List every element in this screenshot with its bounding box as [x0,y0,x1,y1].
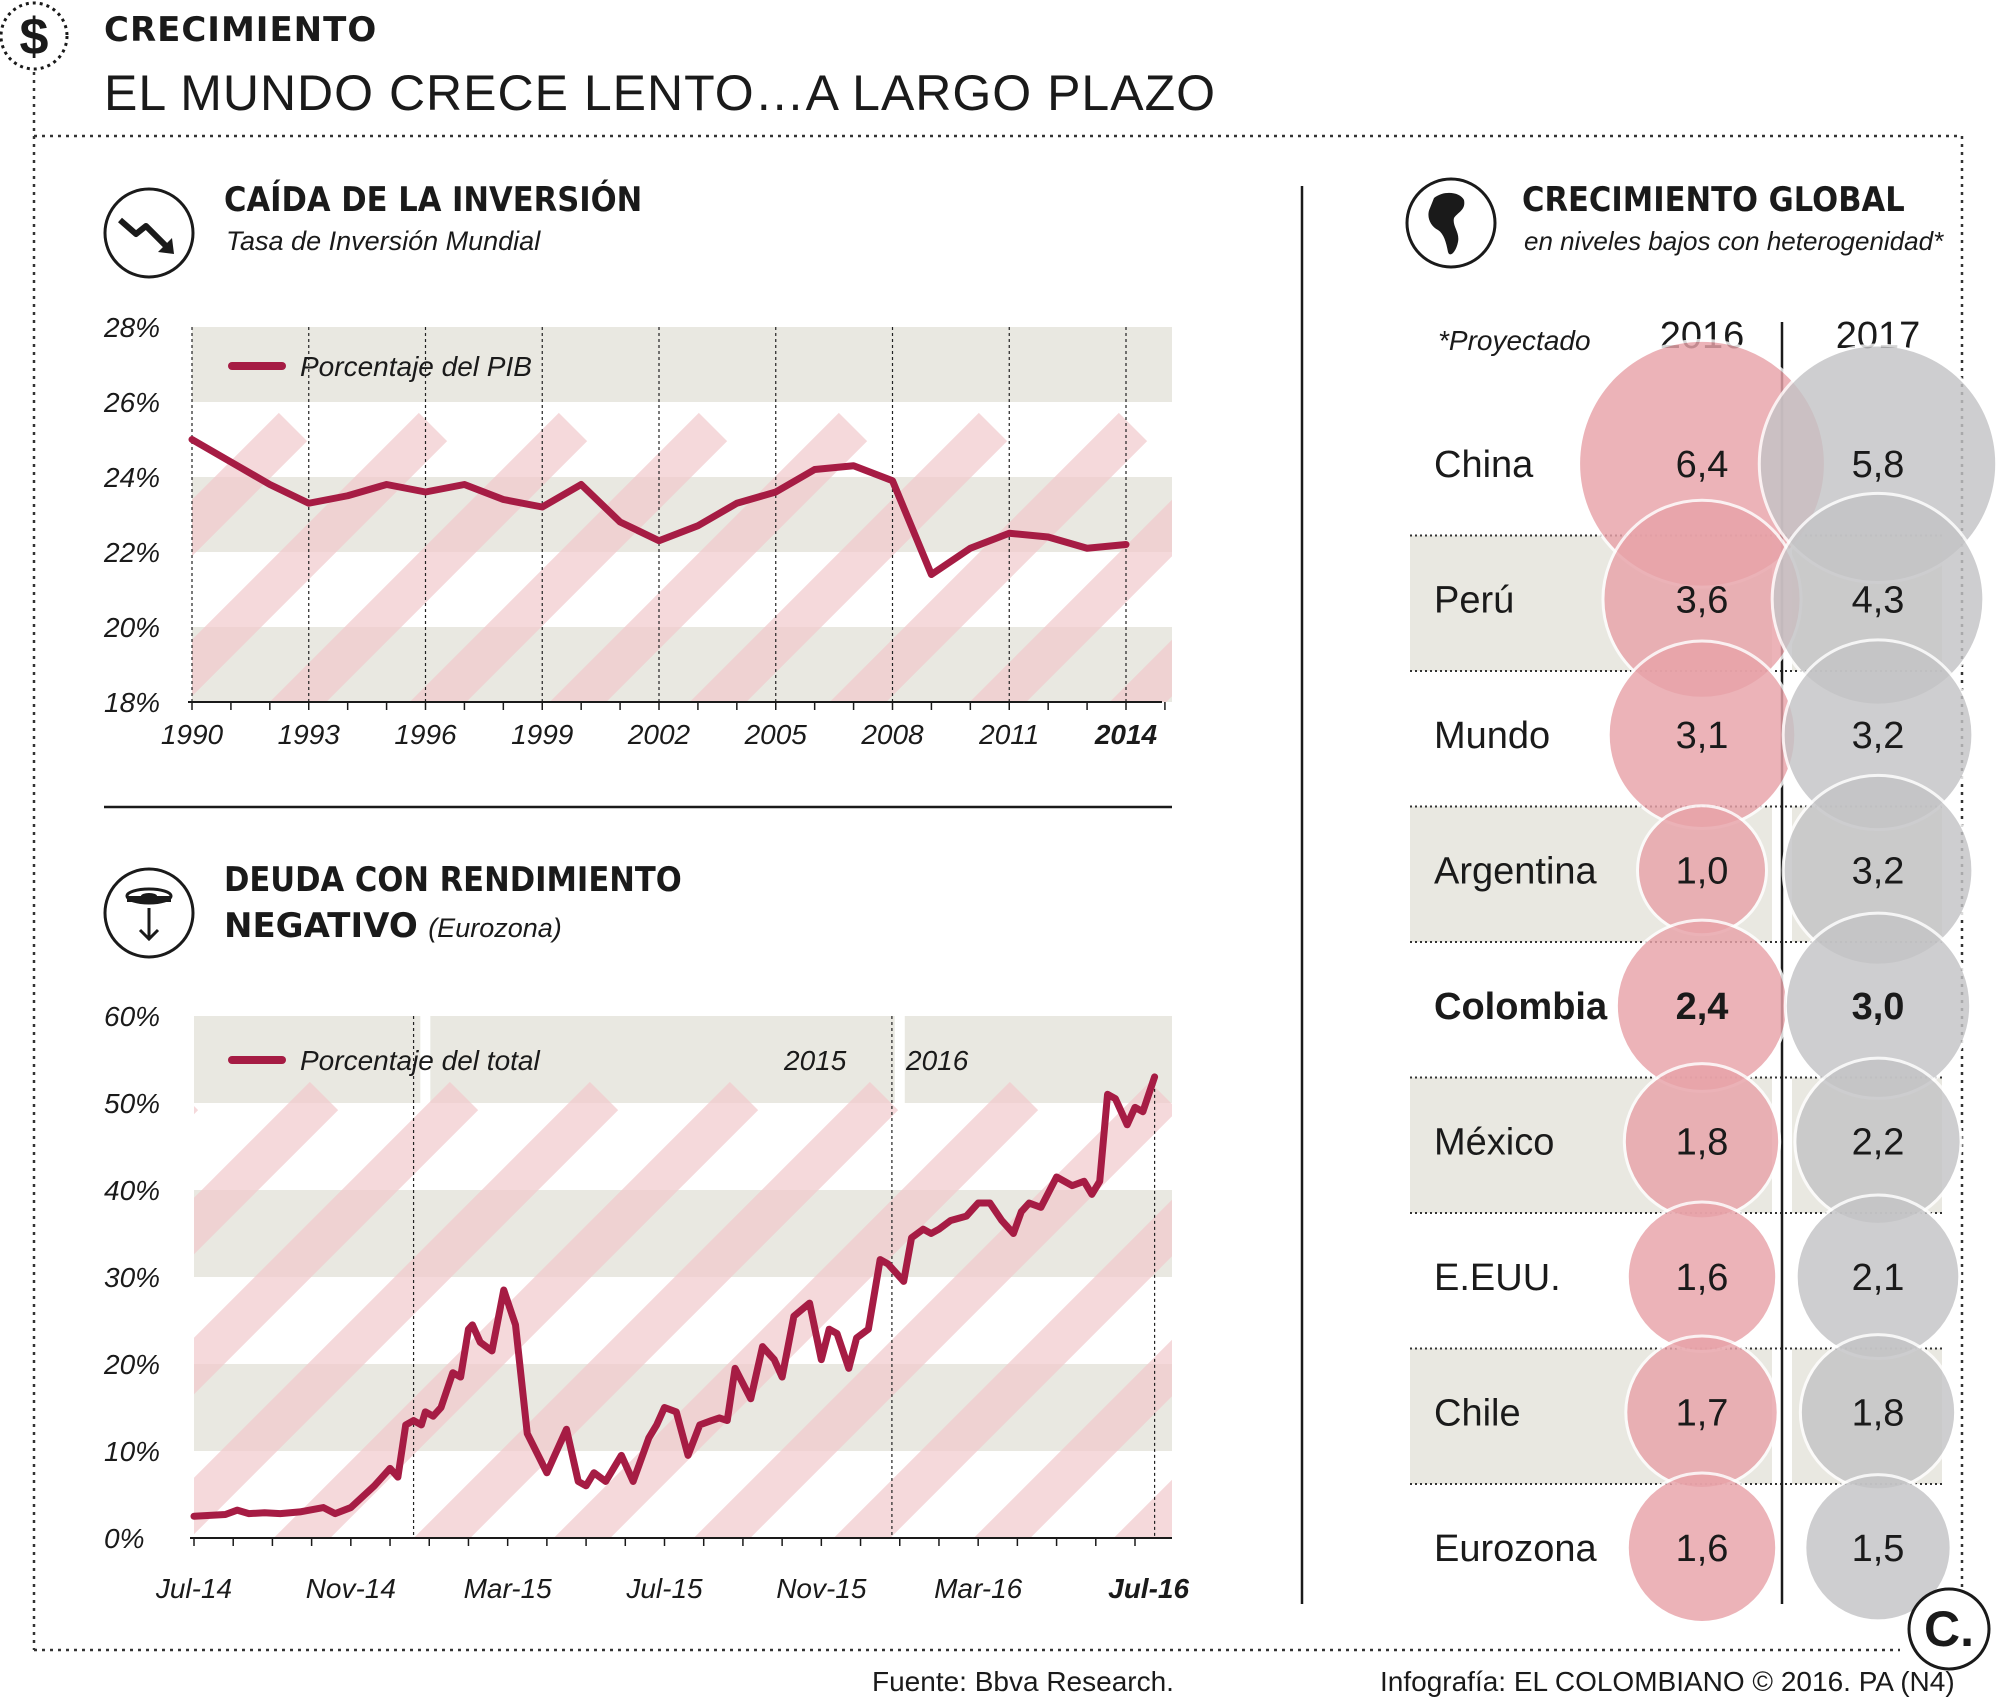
country-label: Chile [1434,1392,1521,1434]
value-2016: 6,4 [1676,444,1729,486]
chart1-legend-label: Porcentaje del PIB [300,351,532,382]
chart1-heading: CAÍDA DE LA INVERSIÓN [224,180,643,220]
chart2-legend-label: Porcentaje del total [300,1045,540,1076]
chart2-y-tick-label: 60% [104,1001,160,1032]
value-2016: 2,4 [1676,986,1729,1028]
country-label: China [1434,444,1534,486]
value-2017: 1,8 [1852,1392,1905,1434]
header-kicker: CRECIMIENTO [104,10,378,50]
country-label: Mundo [1434,715,1550,757]
country-label: Eurozona [1434,1528,1598,1570]
country-label: E.EUU. [1434,1257,1561,1299]
value-2017: 2,2 [1852,1121,1905,1163]
chart2-y-tick-label: 40% [104,1175,160,1206]
chart2-heading-line2-group: NEGATIVO (Eurozona) [224,906,562,946]
chart2-x-tick-label: Jul-15 [625,1573,703,1604]
el-colombiano-logo: C. [1906,1586,1992,1672]
chart1-x-tick-label: 1996 [394,719,457,750]
chart1-y-tick-label: 24% [103,462,160,493]
page-title: EL MUNDO CRECE LENTO…A LARGO PLAZO [104,65,1217,121]
panel-heading: CRECIMIENTO GLOBAL [1522,180,1905,220]
chart1-y-tick-label: 22% [103,537,160,568]
value-2017: 3,2 [1852,715,1905,757]
chart1-y-tick-label: 26% [103,387,160,418]
coin-down-icon [102,866,196,960]
projection-note: *Proyectado [1438,325,1591,356]
value-2016: 3,6 [1676,579,1729,621]
chart1-x-tick-label: 2008 [860,719,924,750]
annotation-2016: 2016 [905,1045,969,1076]
globe-icon [1404,176,1498,270]
chart2-heading-paren: (Eurozona) [428,913,562,943]
country-label: México [1434,1121,1554,1163]
value-2016: 1,7 [1676,1392,1729,1434]
chart2-x-tick-label: Jul-14 [155,1573,232,1604]
credit-text: Infografía: EL COLOMBIANO © 2016. PA (N4… [1380,1666,1955,1697]
chart1-x-tick-label: 2002 [627,719,691,750]
chart1-y-tick-label: 28% [103,312,160,343]
chart2-y-tick-label: 30% [104,1262,160,1293]
chart1-y-tick-label: 20% [103,612,160,643]
trend-down-icon [102,186,196,280]
country-label: Argentina [1434,850,1598,892]
chart1-x-tick-label: 1999 [511,719,573,750]
bubble-2017 [1803,1473,1953,1623]
dollar-icon: $ [0,0,74,74]
chart1-x-tick-label: 1990 [161,719,224,750]
value-2017: 1,5 [1852,1528,1905,1570]
annotation-2015: 2015 [783,1045,847,1076]
svg-text:$: $ [20,8,49,66]
country-label: Colombia [1434,986,1608,1028]
value-2016: 3,1 [1676,715,1729,757]
chart2-y-tick-label: 0% [104,1523,144,1554]
value-2016: 1,6 [1676,1528,1729,1570]
chart2-x-tick-label: Mar-16 [934,1573,1023,1604]
chart2-y-tick-label: 10% [104,1436,160,1467]
chart2-heading-line1: DEUDA CON RENDIMIENTO [224,860,682,900]
chart2-band-gap [894,1016,905,1103]
source-text: Fuente: Bbva Research. [872,1666,1174,1697]
chart1-y-tick-label: 18% [104,687,160,718]
value-2017: 3,0 [1852,986,1905,1028]
chart2-y-tick-label: 50% [104,1088,160,1119]
chart2-x-tick-label: Jul-16 [1108,1573,1189,1604]
value-2017: 5,8 [1852,444,1905,486]
country-label: Perú [1434,579,1514,621]
chart1-x-tick-label: 2011 [978,719,1039,750]
chart1-x-tick-label: 2014 [1094,719,1158,750]
value-2016: 1,8 [1676,1121,1729,1163]
chart2-x-tick-label: Nov-14 [306,1573,396,1604]
chart2-x-tick-label: Mar-15 [464,1573,553,1604]
value-2016: 1,6 [1676,1257,1729,1299]
value-2017: 2,1 [1852,1257,1905,1299]
chart1-x-tick-label: 1993 [278,719,341,750]
chart2-x-tick-label: Nov-15 [776,1573,867,1604]
chart2-band-gap [420,1016,431,1103]
panel-subtitle: en niveles bajos con heterogenidad* [1524,226,1944,256]
bubble-2016 [1625,1471,1779,1624]
chart1-subtitle: Tasa de Inversión Mundial [226,226,541,256]
chart2-y-tick-label: 20% [103,1349,160,1380]
logo-text: C. [1924,1601,1974,1657]
value-2017: 4,3 [1852,579,1905,621]
value-2016: 1,0 [1676,850,1729,892]
chart2-heading-line2: NEGATIVO [224,906,418,946]
value-2017: 3,2 [1852,850,1905,892]
chart1-x-tick-label: 2005 [744,719,808,750]
